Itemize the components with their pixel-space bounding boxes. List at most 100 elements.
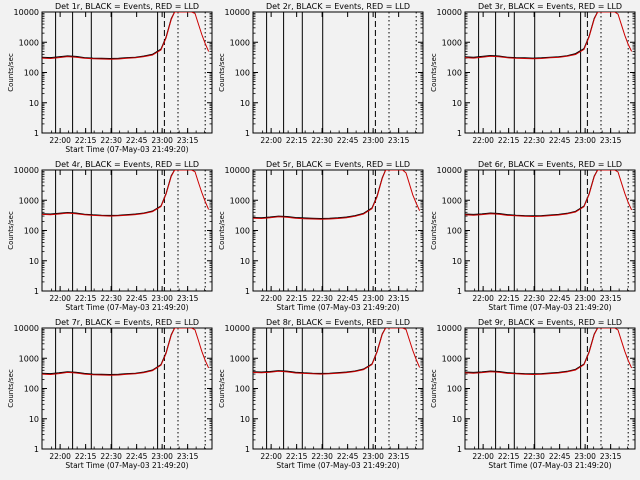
y-tick-label: 10 [240, 257, 250, 266]
panel-title: Det 7r, BLACK = Events, RED = LLD [55, 318, 199, 327]
y-tick-label: 10 [452, 99, 462, 108]
series-line-lld [42, 170, 210, 217]
plot-frame [252, 169, 424, 292]
y-tick-label: 100 [24, 69, 39, 78]
plot-frame [464, 327, 636, 450]
x-tick-label: 22:45 [337, 452, 359, 461]
y-tick-label: 1 [457, 445, 462, 454]
series-group [465, 170, 633, 218]
panel-det-4: Det 4r, BLACK = Events, RED = LLD 1 10 100 1… [7, 160, 213, 312]
x-tick-label: 23:00 [362, 294, 384, 303]
series-group [253, 170, 421, 220]
series-line-lld [465, 170, 633, 218]
x-tick-label: 22:00 [472, 452, 494, 461]
x-tick-label: 23:15 [388, 452, 410, 461]
x-tick-label: 23:00 [151, 294, 173, 303]
y-tick-label: 10 [240, 99, 250, 108]
panel-title: Det 9r, BLACK = Events, RED = LLD [478, 318, 622, 327]
y-axis-label: Counts/sec [7, 211, 15, 250]
x-tick-label: 22:30 [523, 136, 545, 145]
panel-det-1: Det 1r, BLACK = Events, RED = LLD 1 10 100 1… [7, 2, 213, 154]
y-tick-label: 10000 [14, 166, 39, 175]
x-axis-label: Start Time (07-May-03 21:49:20) [65, 145, 188, 154]
x-tick-label: 22:00 [472, 294, 494, 303]
panel-det-5: Det 5r, BLACK = Events, RED = LLD 1 10 100 1… [218, 160, 424, 312]
x-axis-label: Start Time (07-May-03 21:49:20) [276, 461, 399, 470]
y-tick-label: 100 [235, 69, 250, 78]
plot-frame [252, 11, 424, 134]
panel-title: Det 1r, BLACK = Events, RED = LLD [55, 2, 199, 11]
x-tick-label: 22:30 [523, 294, 545, 303]
x-tick-label: 22:15 [498, 294, 520, 303]
x-tick-label: 22:15 [286, 294, 308, 303]
panel-title: Det 5r, BLACK = Events, RED = LLD [266, 160, 410, 169]
x-tick-label: 23:15 [600, 452, 622, 461]
x-tick-label: 22:00 [260, 294, 282, 303]
y-axis-label: Counts/sec [430, 53, 438, 92]
x-axis-label: Start Time (07-May-03 21:49:20) [65, 303, 188, 312]
y-axis-label: Counts/sec [7, 369, 15, 408]
x-tick-label: 22:00 [49, 452, 71, 461]
y-tick-label: 100 [447, 227, 462, 236]
x-tick-label: 22:30 [311, 136, 333, 145]
plot-frame [41, 169, 213, 292]
x-tick-label: 22:15 [75, 294, 97, 303]
x-tick-label: 22:00 [472, 136, 494, 145]
x-axis-label: Start Time (07-May-03 21:49:20) [65, 461, 188, 470]
x-tick-label: 22:45 [549, 294, 571, 303]
y-axis-label: Counts/sec [218, 53, 226, 92]
y-axis-label: Counts/sec [7, 53, 15, 92]
x-tick-label: 22:30 [311, 294, 333, 303]
series-group [42, 170, 210, 217]
series-line-lld [42, 328, 210, 376]
y-tick-label: 10 [452, 257, 462, 266]
y-tick-label: 100 [235, 227, 250, 236]
series-line-events [253, 328, 400, 374]
y-tick-label: 100 [235, 385, 250, 394]
x-tick-label: 23:15 [600, 294, 622, 303]
y-tick-label: 100 [24, 227, 39, 236]
y-tick-label: 1000 [19, 196, 39, 205]
x-tick-label: 22:45 [337, 136, 359, 145]
panel-title: Det 4r, BLACK = Events, RED = LLD [55, 160, 199, 169]
y-tick-label: 100 [447, 69, 462, 78]
x-tick-label: 23:00 [574, 136, 596, 145]
x-tick-label: 23:15 [177, 136, 199, 145]
y-tick-label: 1000 [230, 196, 250, 205]
x-tick-label: 23:00 [574, 452, 596, 461]
panel-det-6: Det 6r, BLACK = Events, RED = LLD 1 10 100 1… [430, 160, 636, 312]
y-axis-label: Counts/sec [218, 211, 226, 250]
y-tick-label: 10000 [225, 8, 250, 17]
series-line-events [253, 170, 400, 220]
x-tick-label: 23:15 [600, 136, 622, 145]
x-tick-label: 22:00 [260, 452, 282, 461]
y-tick-label: 10 [29, 415, 39, 424]
x-tick-label: 22:15 [75, 452, 97, 461]
series-line-events [465, 12, 612, 59]
x-tick-label: 23:00 [574, 294, 596, 303]
series-group [465, 12, 633, 60]
y-tick-label: 100 [24, 385, 39, 394]
series-line-events [42, 170, 189, 216]
panel-det-2: Det 2r, BLACK = Events, RED = LLD 1 10 100 1… [218, 2, 424, 145]
series-line-lld [465, 328, 633, 376]
x-tick-label: 22:15 [286, 136, 308, 145]
y-tick-label: 10000 [437, 8, 462, 17]
x-tick-label: 22:30 [311, 452, 333, 461]
x-axis-label: Start Time (07-May-03 21:49:20) [488, 461, 611, 470]
x-tick-label: 23:15 [388, 294, 410, 303]
y-tick-label: 1 [457, 129, 462, 138]
x-tick-label: 22:15 [498, 136, 520, 145]
y-tick-label: 10 [29, 99, 39, 108]
y-tick-label: 1000 [230, 354, 250, 363]
series-line-lld [253, 328, 421, 375]
x-tick-label: 22:15 [75, 136, 97, 145]
y-tick-label: 10 [29, 257, 39, 266]
series-group [42, 12, 210, 60]
y-tick-label: 1 [245, 287, 250, 296]
series-line-lld [42, 12, 210, 60]
x-tick-label: 23:00 [362, 452, 384, 461]
x-tick-label: 22:30 [100, 136, 122, 145]
y-tick-label: 10000 [437, 324, 462, 333]
